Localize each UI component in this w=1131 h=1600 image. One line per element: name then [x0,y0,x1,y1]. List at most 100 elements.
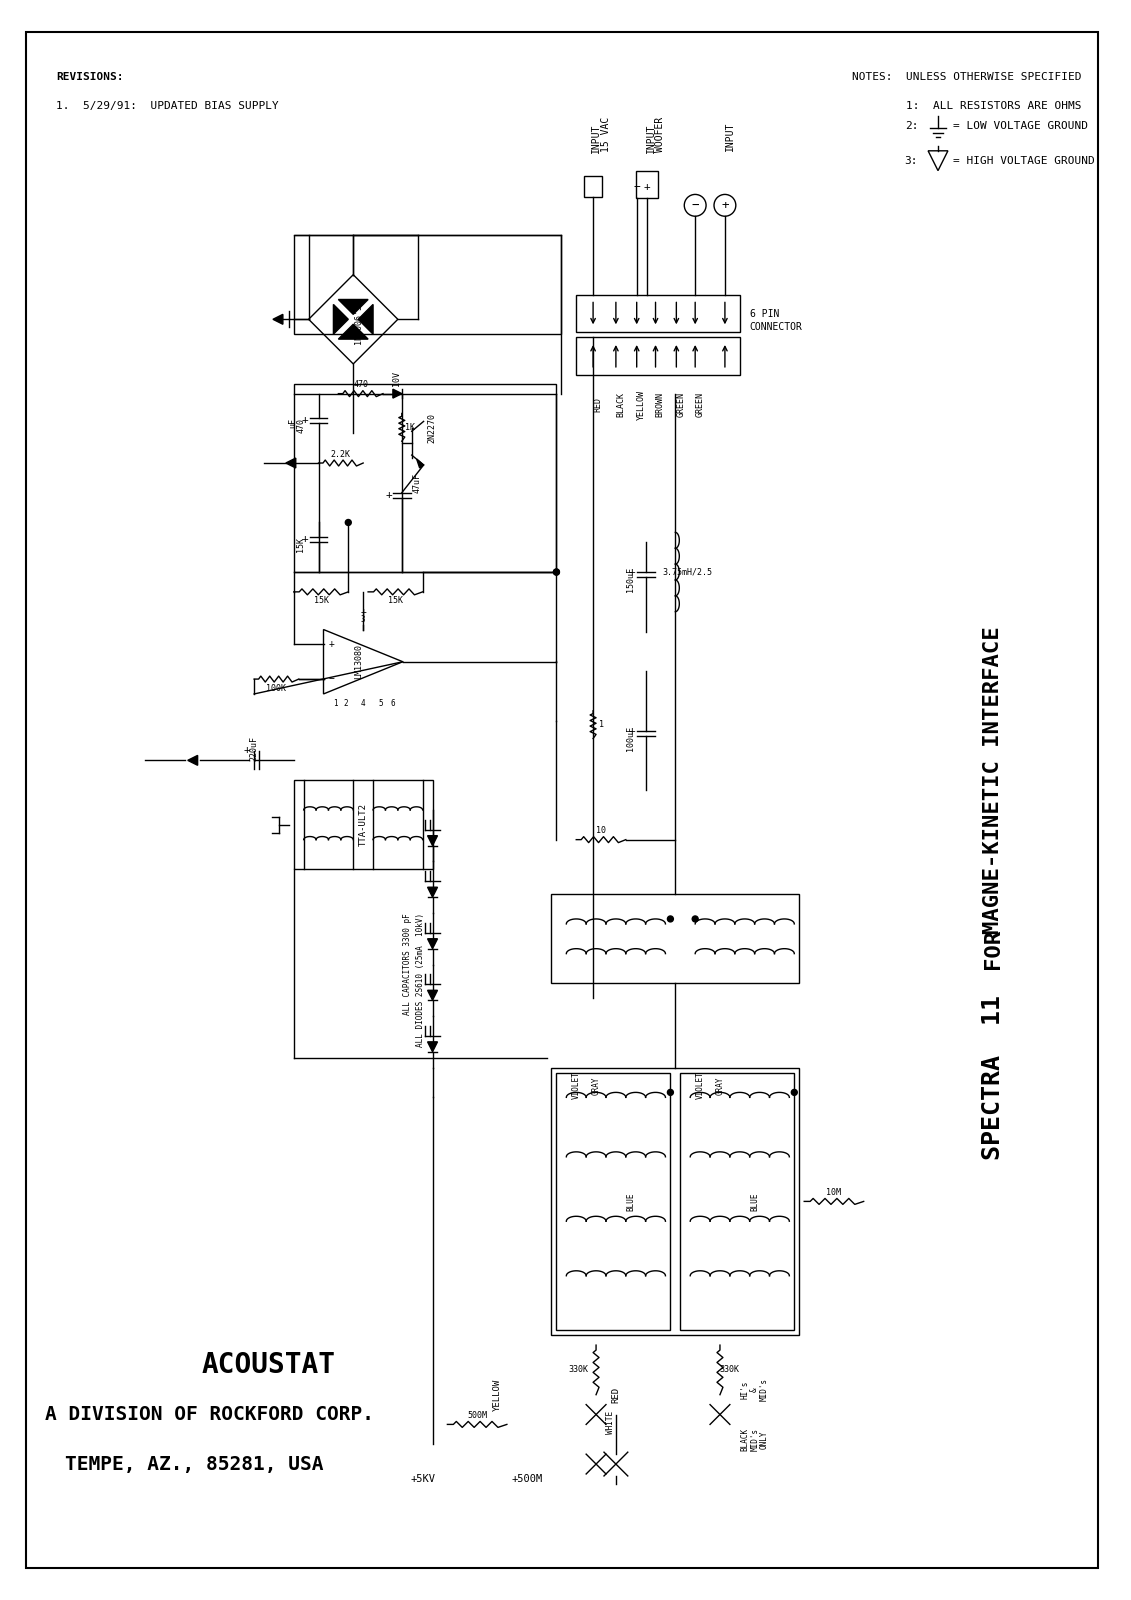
Text: 47uF: 47uF [412,472,421,493]
Text: 10: 10 [596,826,606,835]
Text: 150uF: 150uF [627,566,636,592]
Text: YELLOW: YELLOW [492,1379,501,1411]
Text: 5: 5 [379,699,383,709]
Text: VIOLET: VIOLET [696,1072,705,1099]
Polygon shape [428,990,438,1000]
Text: INPUT: INPUT [725,122,735,150]
Text: 15K: 15K [313,597,328,605]
Text: 4: 4 [361,699,365,709]
Text: −: − [328,674,335,685]
Text: 470: 470 [296,419,305,434]
Circle shape [553,570,560,574]
Text: CONNECTOR: CONNECTOR [750,322,803,333]
Text: 330K: 330K [719,1365,740,1374]
Text: 2N2270: 2N2270 [428,413,437,443]
Text: 470: 470 [353,381,369,389]
Text: RED: RED [593,397,602,413]
Text: 330K: 330K [568,1365,588,1374]
Text: 1:  ALL RESISTORS ARE OHMS: 1: ALL RESISTORS ARE OHMS [906,101,1081,112]
Text: +: + [386,490,392,499]
Polygon shape [338,299,368,314]
Circle shape [692,915,698,922]
Bar [577,338,740,374]
Polygon shape [428,939,438,949]
Text: TTA-ULT2: TTA-ULT2 [359,803,368,846]
Polygon shape [428,1042,438,1051]
Polygon shape [338,325,368,339]
Text: BLACK: BLACK [740,1427,749,1451]
Text: +: + [302,416,309,426]
Polygon shape [359,304,373,334]
Text: +: + [328,640,335,650]
Text: 2: 2 [343,699,347,709]
Text: MAGNE-KINETIC INTERFACE: MAGNE-KINETIC INTERFACE [983,626,1002,934]
Text: 100uF: 100uF [627,726,636,750]
Text: 2.2K: 2.2K [331,450,351,459]
Text: = HIGH VOLTAGE GROUND: = HIGH VOLTAGE GROUND [953,155,1095,166]
Text: 1.  5/29/91:  UPDATED BIAS SUPPLY: 1. 5/29/91: UPDATED BIAS SUPPLY [55,101,278,112]
Text: INPUT: INPUT [646,123,656,152]
Text: 220uF: 220uF [250,736,259,762]
Text: uF: uF [288,419,297,429]
Text: +500M: +500M [511,1474,542,1483]
Text: ONLY: ONLY [760,1430,769,1448]
Text: 15K: 15K [296,538,305,552]
Text: +: + [302,534,309,544]
Polygon shape [188,755,198,765]
Text: +: + [629,726,636,736]
Text: MID's: MID's [750,1427,759,1451]
Text: TEMPE, AZ., 85281, USA: TEMPE, AZ., 85281, USA [66,1454,323,1474]
Text: GRAY: GRAY [592,1077,601,1094]
Circle shape [345,520,352,525]
Text: = LOW VOLTAGE GROUND: = LOW VOLTAGE GROUND [953,122,1088,131]
Circle shape [553,570,560,574]
Text: +: + [360,606,366,616]
Text: WHITE: WHITE [606,1411,615,1434]
Text: GREEN: GREEN [696,392,705,418]
Polygon shape [416,459,424,467]
Text: BLACK: BLACK [616,392,625,418]
Text: 15 VAC: 15 VAC [601,117,611,152]
Text: 3: 3 [361,614,365,624]
Text: −: − [633,182,640,192]
Text: 1N4006'S: 1N4006'S [354,304,363,344]
Text: 10V: 10V [392,371,402,386]
Text: BLUE: BLUE [627,1192,636,1211]
Circle shape [667,1090,673,1096]
Text: 2:: 2: [905,122,918,131]
Text: MID's: MID's [760,1378,769,1402]
Text: ALL CAPACITORS 3300 pF: ALL CAPACITORS 3300 pF [404,914,413,1014]
Polygon shape [334,304,348,334]
Polygon shape [392,389,402,398]
Bar [556,1072,671,1330]
Text: 1: 1 [334,699,338,709]
Bar [294,781,432,869]
Text: LM13080: LM13080 [354,645,363,680]
Bar [294,235,561,334]
Text: REVISIONS:: REVISIONS: [55,72,123,82]
Text: ALL DIODES 2S610 (25mA  10kV): ALL DIODES 2S610 (25mA 10kV) [416,914,425,1046]
Text: 100K: 100K [267,683,286,693]
Text: &: & [750,1387,759,1392]
Text: 1K: 1K [405,422,415,432]
Bar [552,1067,800,1336]
Text: 3:: 3: [905,155,918,166]
Text: RED: RED [612,1387,621,1403]
Text: A DIVISION OF ROCKFORD CORP.: A DIVISION OF ROCKFORD CORP. [45,1405,374,1424]
Text: 6 PIN: 6 PIN [750,309,779,320]
Text: BROWN: BROWN [656,392,665,418]
Circle shape [667,915,673,922]
Text: 1: 1 [598,720,604,730]
Text: FOR: FOR [983,928,1002,968]
Text: NOTES:  UNLESS OTHERWISE SPECIFIED: NOTES: UNLESS OTHERWISE SPECIFIED [853,72,1081,82]
Polygon shape [428,835,438,845]
Polygon shape [286,458,295,467]
Bar [681,1072,794,1330]
Text: +5KV: +5KV [411,1474,435,1483]
Text: +: + [644,182,650,192]
Bar [636,171,657,198]
Text: 6: 6 [390,699,395,709]
Bar [552,894,800,984]
Bar [294,384,556,573]
Text: BLUE: BLUE [750,1192,759,1211]
